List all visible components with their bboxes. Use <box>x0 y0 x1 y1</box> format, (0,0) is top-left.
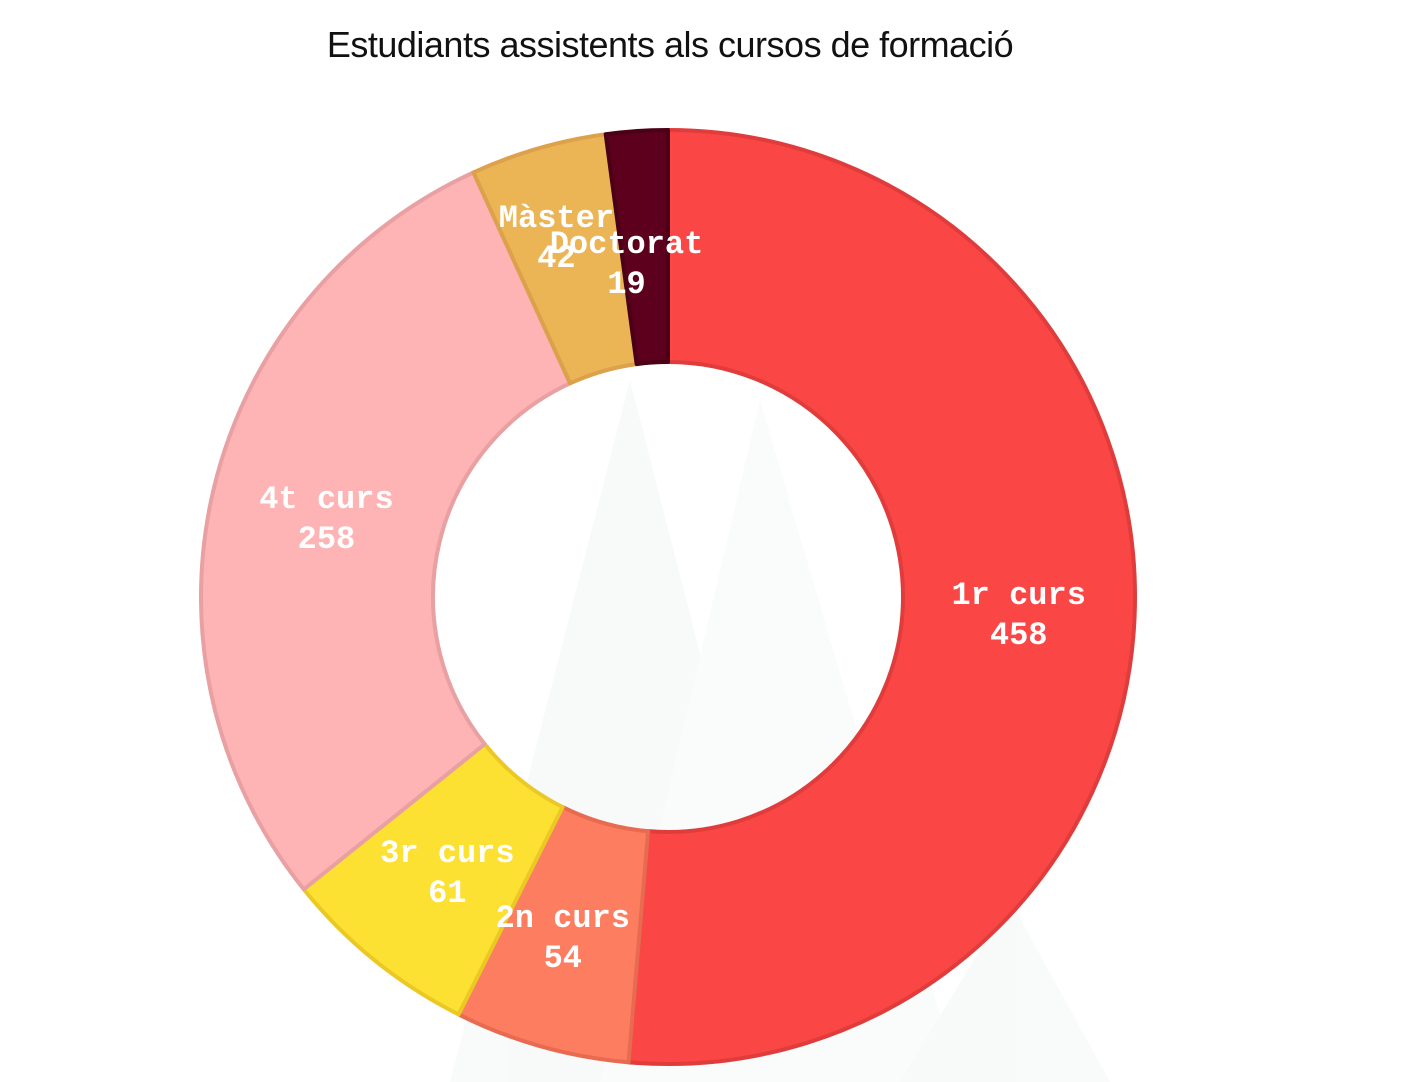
slice-value-label: 19 <box>607 266 645 303</box>
slice-label-2n-curs: 2n curs 54 <box>496 900 630 977</box>
slice-category-label: Doctorat <box>550 226 704 263</box>
slice-label-master: Màster 42 <box>499 200 614 277</box>
slice-value-label: 42 <box>537 240 575 277</box>
slice-value-label: 258 <box>298 521 356 558</box>
slice-label-1r-curs: 1r curs 458 <box>951 577 1085 654</box>
chart-title: Estudiants assistents als cursos de form… <box>326 24 1014 65</box>
slice-category-label: 4t curs <box>259 481 393 518</box>
slice-category-label: 3r curs <box>380 835 514 872</box>
slice-value-label: 54 <box>544 940 582 977</box>
slice-category-label: Màster <box>499 200 614 237</box>
slice-category-label: 1r curs <box>951 577 1085 614</box>
slice-value-label: 61 <box>428 875 466 912</box>
donut-slices <box>199 128 1138 1066</box>
slice-doctorat[interactable] <box>603 128 670 367</box>
slice-category-label: 2n curs <box>496 900 630 937</box>
slice-value-label: 458 <box>990 617 1048 654</box>
slice-1r-curs[interactable] <box>626 128 1138 1066</box>
slice-label-doctorat: Doctorat 19 <box>550 226 704 303</box>
slice-label-4t-curs: 4t curs 258 <box>259 481 393 558</box>
slice-4t-curs[interactable] <box>199 170 573 892</box>
slice-label-3r-curs: 3r curs 61 <box>380 835 514 912</box>
